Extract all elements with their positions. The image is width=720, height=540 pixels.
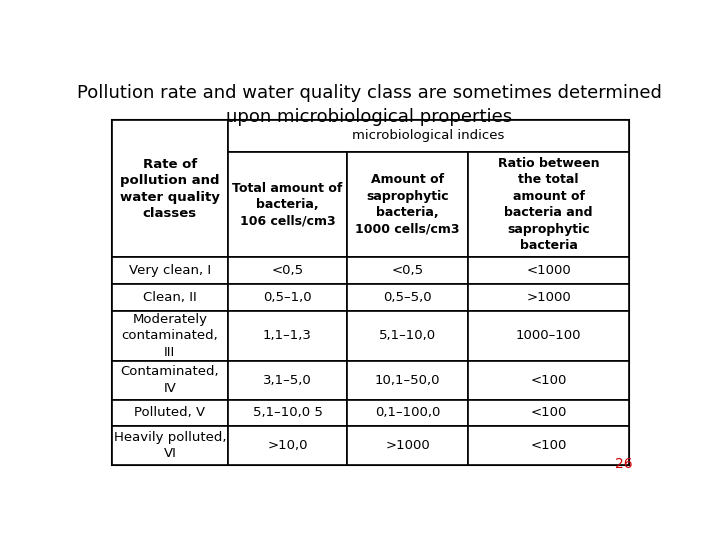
Text: 1,1–1,3: 1,1–1,3 bbox=[263, 329, 312, 342]
Bar bbox=[469, 284, 629, 310]
Bar bbox=[112, 120, 228, 258]
Text: Ratio between
the total
amount of
bacteria and
saprophytic
bacteria: Ratio between the total amount of bacter… bbox=[498, 157, 599, 252]
Bar bbox=[347, 258, 469, 284]
Bar bbox=[469, 152, 629, 258]
Text: 5,1–10,0 5: 5,1–10,0 5 bbox=[253, 407, 323, 420]
Bar bbox=[347, 361, 469, 400]
Text: Polluted, V: Polluted, V bbox=[135, 407, 205, 420]
Text: 10,1–50,0: 10,1–50,0 bbox=[375, 374, 441, 387]
Bar bbox=[112, 361, 228, 400]
Text: <0,5: <0,5 bbox=[271, 264, 304, 277]
Bar bbox=[228, 310, 347, 361]
Text: Moderately
contaminated,
III: Moderately contaminated, III bbox=[122, 313, 218, 359]
Text: 0,5–1,0: 0,5–1,0 bbox=[263, 291, 312, 304]
Bar bbox=[347, 284, 469, 310]
Bar bbox=[469, 310, 629, 361]
Bar bbox=[469, 361, 629, 400]
Bar bbox=[112, 400, 228, 426]
Bar bbox=[469, 258, 629, 284]
Text: microbiological indices: microbiological indices bbox=[352, 130, 505, 143]
Text: Pollution rate and water quality class are sometimes determined
upon microbiolog: Pollution rate and water quality class a… bbox=[76, 84, 662, 126]
Bar bbox=[112, 120, 629, 465]
Text: <100: <100 bbox=[531, 439, 567, 452]
Text: <100: <100 bbox=[531, 407, 567, 420]
Bar bbox=[347, 400, 469, 426]
Text: 0,5–5,0: 0,5–5,0 bbox=[383, 291, 432, 304]
Text: >1000: >1000 bbox=[385, 439, 430, 452]
Text: 5,1–10,0: 5,1–10,0 bbox=[379, 329, 436, 342]
Text: Amount of
saprophytic
bacteria,
1000 cells/cm3: Amount of saprophytic bacteria, 1000 cel… bbox=[356, 173, 460, 236]
Text: 0,1–100,0: 0,1–100,0 bbox=[375, 407, 441, 420]
Bar bbox=[228, 284, 347, 310]
Text: 3,1–5,0: 3,1–5,0 bbox=[263, 374, 312, 387]
Bar bbox=[112, 310, 228, 361]
Bar bbox=[469, 426, 629, 465]
Text: <0,5: <0,5 bbox=[392, 264, 423, 277]
Text: 26: 26 bbox=[615, 457, 632, 471]
Text: Very clean, I: Very clean, I bbox=[129, 264, 211, 277]
Bar bbox=[347, 152, 469, 258]
Text: >1000: >1000 bbox=[526, 291, 571, 304]
Bar bbox=[228, 400, 347, 426]
Bar bbox=[228, 426, 347, 465]
Text: 1000–100: 1000–100 bbox=[516, 329, 581, 342]
Bar bbox=[228, 361, 347, 400]
Text: >10,0: >10,0 bbox=[267, 439, 307, 452]
Text: Heavily polluted,
VI: Heavily polluted, VI bbox=[114, 431, 226, 461]
Bar bbox=[347, 426, 469, 465]
Bar bbox=[469, 400, 629, 426]
Text: Rate of
pollution and
water quality
classes: Rate of pollution and water quality clas… bbox=[120, 158, 220, 220]
Text: <100: <100 bbox=[531, 374, 567, 387]
Bar bbox=[347, 310, 469, 361]
Text: Total amount of
bacteria,
106 cells/cm3: Total amount of bacteria, 106 cells/cm3 bbox=[233, 181, 343, 227]
Bar bbox=[112, 284, 228, 310]
Bar bbox=[112, 258, 228, 284]
Text: <1000: <1000 bbox=[526, 264, 571, 277]
Text: Contaminated,
IV: Contaminated, IV bbox=[120, 366, 219, 395]
Bar bbox=[228, 258, 347, 284]
Bar bbox=[228, 152, 347, 258]
Bar bbox=[112, 426, 228, 465]
Text: Clean, II: Clean, II bbox=[143, 291, 197, 304]
Bar bbox=[228, 120, 629, 152]
